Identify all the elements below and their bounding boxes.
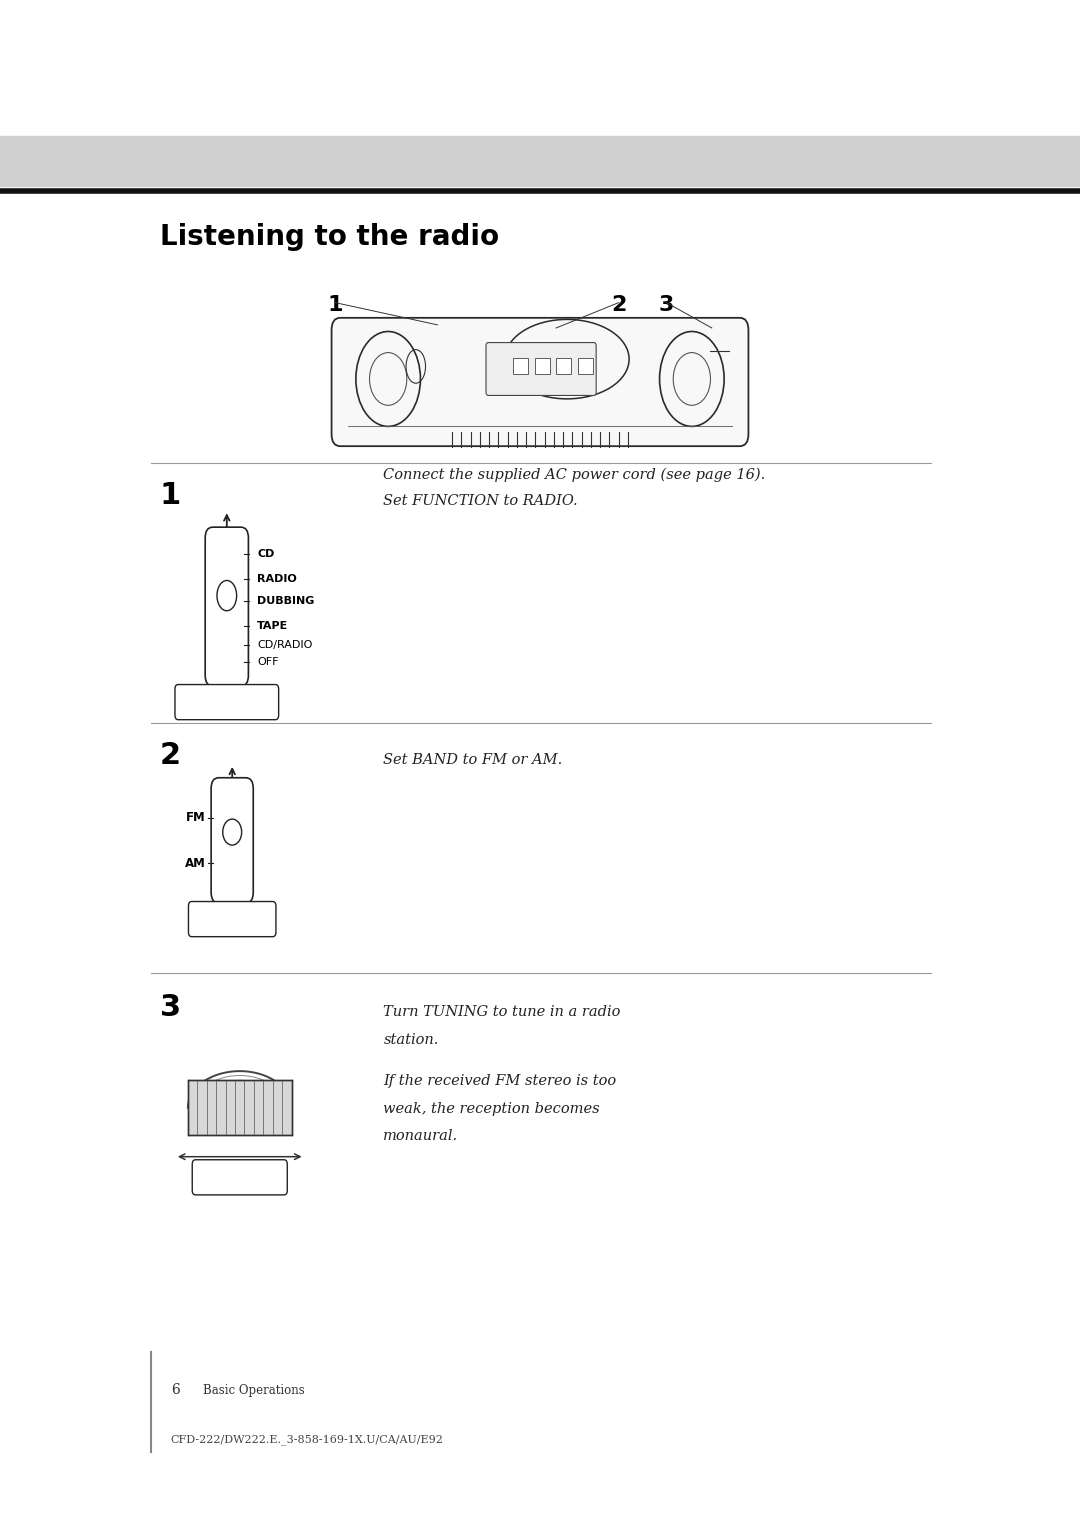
FancyBboxPatch shape: [175, 685, 279, 720]
Bar: [578, 359, 593, 374]
Text: FUNCTION: FUNCTION: [197, 697, 257, 707]
FancyBboxPatch shape: [205, 527, 248, 686]
Text: TAPE: TAPE: [257, 620, 288, 631]
FancyBboxPatch shape: [188, 902, 276, 937]
Text: Basic Operations: Basic Operations: [203, 1384, 305, 1397]
Text: 1: 1: [160, 481, 181, 510]
FancyBboxPatch shape: [192, 1160, 287, 1195]
Text: AM: AM: [185, 857, 205, 869]
Text: DUBBING: DUBBING: [257, 596, 314, 607]
Text: Turn TUNING to tune in a radio: Turn TUNING to tune in a radio: [383, 1005, 621, 1019]
Text: If the received FM stereo is too: If the received FM stereo is too: [383, 1074, 617, 1088]
Text: Listening to the radio: Listening to the radio: [160, 223, 499, 251]
Text: TUNING: TUNING: [217, 1172, 262, 1183]
Text: FM: FM: [186, 811, 205, 824]
Text: RADIO: RADIO: [257, 575, 297, 584]
Text: Set BAND to FM or AM.: Set BAND to FM or AM.: [383, 753, 563, 767]
FancyBboxPatch shape: [332, 318, 748, 446]
FancyBboxPatch shape: [212, 778, 253, 903]
FancyBboxPatch shape: [486, 342, 596, 396]
Text: CD: CD: [257, 550, 274, 559]
Text: BAND: BAND: [216, 914, 248, 924]
Text: weak, the reception becomes: weak, the reception becomes: [383, 1102, 600, 1115]
Text: 3: 3: [659, 295, 674, 315]
Text: station.: station.: [383, 1033, 438, 1047]
Bar: [0, 136, 1080, 186]
Text: CD/RADIO: CD/RADIO: [257, 640, 312, 649]
Text: CFD-222/DW222.E._3-858-169-1X.U/CA/AU/E92: CFD-222/DW222.E._3-858-169-1X.U/CA/AU/E9…: [171, 1433, 444, 1445]
Ellipse shape: [217, 581, 237, 611]
Text: monaural.: monaural.: [383, 1129, 459, 1143]
Text: 3: 3: [160, 993, 181, 1022]
Bar: [513, 359, 528, 374]
Ellipse shape: [222, 819, 242, 845]
Text: Connect the supplied AC power cord (see page 16).: Connect the supplied AC power cord (see …: [383, 468, 766, 481]
Text: 2: 2: [160, 741, 181, 770]
Text: 2: 2: [611, 295, 626, 315]
Text: 6: 6: [171, 1383, 179, 1398]
Text: OFF: OFF: [257, 657, 279, 666]
Text: 1: 1: [327, 295, 342, 315]
Bar: [535, 359, 550, 374]
Bar: [556, 359, 571, 374]
Text: Set FUNCTION to RADIO.: Set FUNCTION to RADIO.: [383, 494, 578, 507]
Bar: [188, 1080, 292, 1135]
